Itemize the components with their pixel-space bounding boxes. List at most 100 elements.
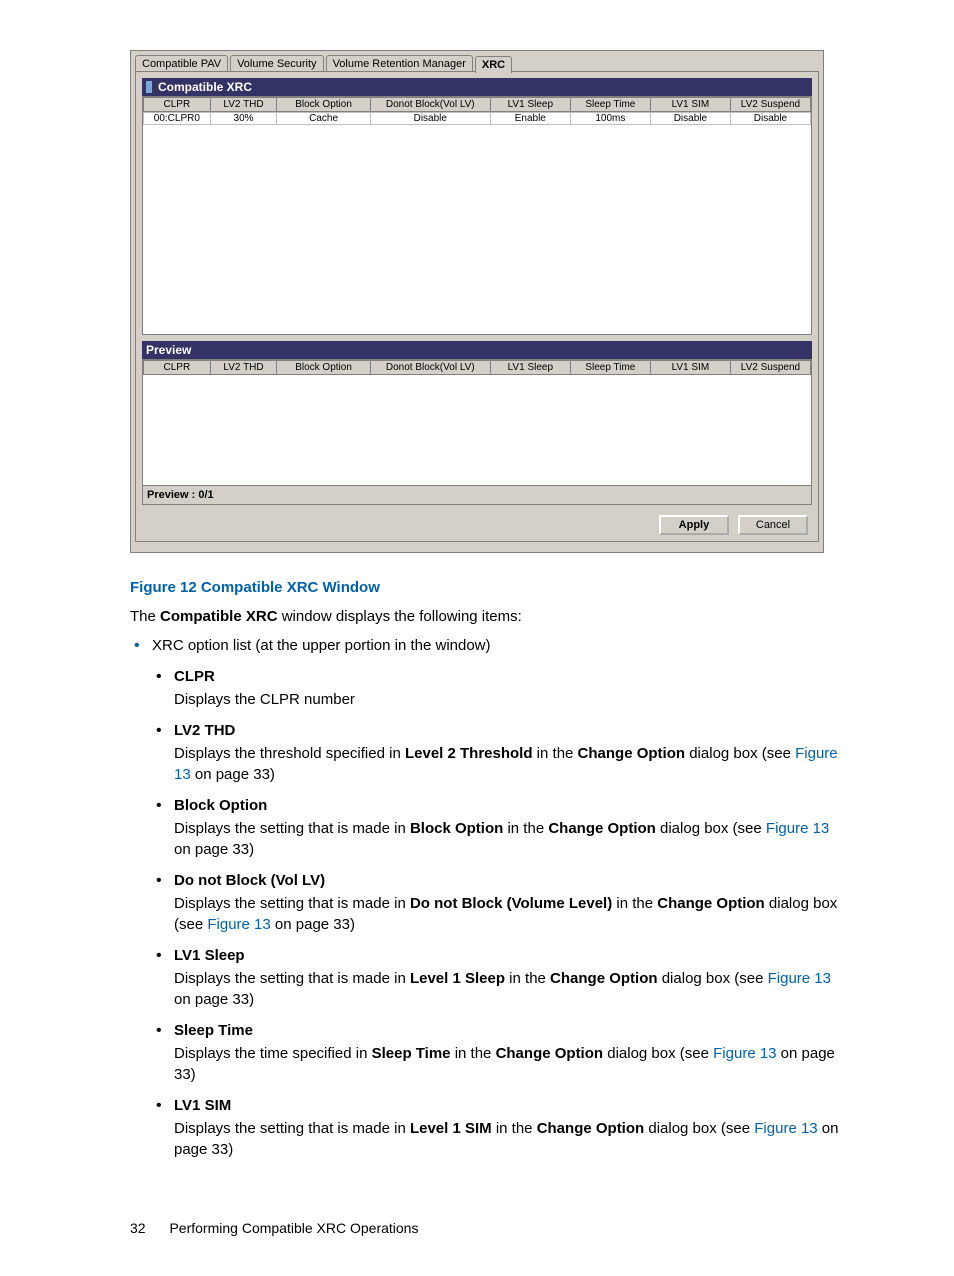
desc-text: dialog box (see [656, 820, 766, 837]
inner-list: CLPR Displays the CLPR number LV2 THD Displ… [152, 666, 844, 1160]
intro-pre: The [130, 608, 160, 625]
desc-text: in the [451, 1045, 496, 1062]
main-table: CLPRLV2 THDBlock OptionDonot Block(Vol L… [142, 96, 812, 335]
column-header[interactable]: LV2 Suspend [730, 98, 810, 112]
list-item: LV2 THD Displays the threshold specified … [152, 720, 844, 785]
figure-caption: Figure 12 Compatible XRC Window [130, 577, 844, 598]
outer-list: XRC option list (at the upper portion in… [130, 635, 844, 1160]
preview-header: Preview [142, 341, 812, 359]
item-description: Displays the setting that is made in Lev… [174, 968, 844, 1010]
desc-text: Sleep Time [372, 1045, 451, 1062]
column-header[interactable]: Donot Block(Vol LV) [370, 98, 490, 112]
table-cell[interactable]: Enable [490, 113, 570, 125]
desc-text: in the [505, 970, 550, 987]
tab-volume-security[interactable]: Volume Security [230, 55, 323, 72]
table-cell[interactable]: Disable [730, 113, 810, 125]
table-row[interactable]: 00:CLPR030%CacheDisableEnable100msDisabl… [144, 113, 811, 125]
page-number: 32 [130, 1220, 146, 1236]
outer-item-text: XRC option list (at the upper portion in… [152, 637, 491, 654]
column-header[interactable]: LV1 Sleep [490, 98, 570, 112]
desc-text: in the [503, 820, 548, 837]
item-title: LV1 Sleep [174, 945, 844, 966]
preview-table: CLPRLV2 THDBlock OptionDonot Block(Vol L… [142, 359, 812, 486]
preview-footer: Preview : 0/1 [142, 486, 812, 505]
desc-text: Do not Block (Volume Level) [410, 895, 612, 912]
figure-link: Figure 13 [768, 970, 831, 987]
column-header[interactable]: LV2 Suspend [730, 361, 810, 375]
column-header[interactable]: Donot Block(Vol LV) [370, 361, 490, 375]
tab-panel: Compatible XRC CLPRLV2 THDBlock OptionDo… [135, 71, 819, 542]
desc-text: on page 33) [271, 916, 355, 933]
section-title: Compatible XRC [158, 80, 252, 94]
tab-compatible-pav[interactable]: Compatible PAV [135, 55, 228, 72]
preview-table-body[interactable] [143, 375, 811, 485]
item-description: Displays the CLPR number [174, 689, 844, 710]
item-description: Displays the time specified in Sleep Tim… [174, 1043, 844, 1085]
section-marker-icon [146, 81, 152, 93]
desc-text: Displays the setting that is made in [174, 970, 410, 987]
desc-text: Level 1 Sleep [410, 970, 505, 987]
item-title: Block Option [174, 795, 844, 816]
column-header[interactable]: LV2 THD [210, 98, 277, 112]
item-description: Displays the setting that is made in Do … [174, 893, 844, 935]
main-table-grid: CLPRLV2 THDBlock OptionDonot Block(Vol L… [143, 97, 811, 112]
column-header[interactable]: LV1 Sleep [490, 361, 570, 375]
table-cell[interactable]: 30% [210, 113, 277, 125]
column-header[interactable]: Block Option [277, 361, 370, 375]
desc-text: dialog box (see [603, 1045, 713, 1062]
table-cell[interactable]: 100ms [570, 113, 650, 125]
column-header[interactable]: Sleep Time [570, 361, 650, 375]
desc-text: dialog box (see [644, 1120, 754, 1137]
column-header[interactable]: LV1 SIM [650, 98, 730, 112]
desc-text: Displays the setting that is made in [174, 820, 410, 837]
desc-text: Change Option [537, 1120, 645, 1137]
column-header[interactable]: Sleep Time [570, 98, 650, 112]
tab-xrc[interactable]: XRC [475, 56, 512, 73]
column-header[interactable]: CLPR [144, 361, 211, 375]
desc-text: Displays the setting that is made in [174, 1120, 410, 1137]
list-item: LV1 SIMDisplays the setting that is made… [152, 1095, 844, 1160]
desc-text: Displays the setting that is made in [174, 895, 410, 912]
outer-list-item: XRC option list (at the upper portion in… [130, 635, 844, 1160]
dialog-buttons: Apply Cancel [142, 505, 812, 535]
desc-text: in the [612, 895, 657, 912]
figure-link: Figure 13 [766, 820, 829, 837]
column-header[interactable]: LV2 THD [210, 361, 277, 375]
table-cell[interactable]: 00:CLPR0 [144, 113, 211, 125]
list-item: Do not Block (Vol LV)Displays the settin… [152, 870, 844, 935]
desc-text: Displays the CLPR number [174, 691, 355, 708]
desc-text: on page 33) [174, 841, 254, 858]
item-title: LV2 THD [174, 720, 844, 741]
intro-post: window displays the following items: [278, 608, 522, 625]
list-item: Block OptionDisplays the setting that is… [152, 795, 844, 860]
column-header[interactable]: LV1 SIM [650, 361, 730, 375]
item-title: CLPR [174, 666, 844, 687]
table-cell[interactable]: Disable [650, 113, 730, 125]
column-header[interactable]: Block Option [277, 98, 370, 112]
desc-text: Block Option [410, 820, 503, 837]
main-table-body[interactable]: 00:CLPR030%CacheDisableEnable100msDisabl… [143, 112, 811, 334]
section-header: Compatible XRC [142, 78, 812, 96]
table-cell[interactable]: Cache [277, 113, 370, 125]
main-table-header-row: CLPRLV2 THDBlock OptionDonot Block(Vol L… [144, 98, 811, 112]
xrc-window: Compatible PAV Volume Security Volume Re… [130, 50, 824, 553]
figure-link: Figure 13 [754, 1120, 817, 1137]
document-body: Figure 12 Compatible XRC Window The Comp… [130, 577, 844, 1160]
figure-link: Figure 13 [207, 916, 270, 933]
item-description: Displays the setting that is made in Lev… [174, 1118, 844, 1160]
tab-volume-retention-manager[interactable]: Volume Retention Manager [326, 55, 473, 72]
desc-text: Change Option [578, 745, 686, 762]
table-cell[interactable]: Disable [370, 113, 490, 125]
desc-text: on page 33) [191, 766, 275, 783]
page-footer-title: Performing Compatible XRC Operations [169, 1220, 418, 1236]
desc-text: in the [533, 745, 578, 762]
tabstrip: Compatible PAV Volume Security Volume Re… [135, 55, 819, 72]
desc-text: dialog box (see [685, 745, 795, 762]
intro-paragraph: The Compatible XRC window displays the f… [130, 606, 844, 627]
intro-bold: Compatible XRC [160, 608, 278, 625]
cancel-button[interactable]: Cancel [738, 515, 808, 535]
apply-button[interactable]: Apply [659, 515, 729, 535]
column-header[interactable]: CLPR [144, 98, 211, 112]
desc-text: Displays the threshold specified in [174, 745, 405, 762]
page-footer: 32 Performing Compatible XRC Operations [130, 1220, 954, 1236]
